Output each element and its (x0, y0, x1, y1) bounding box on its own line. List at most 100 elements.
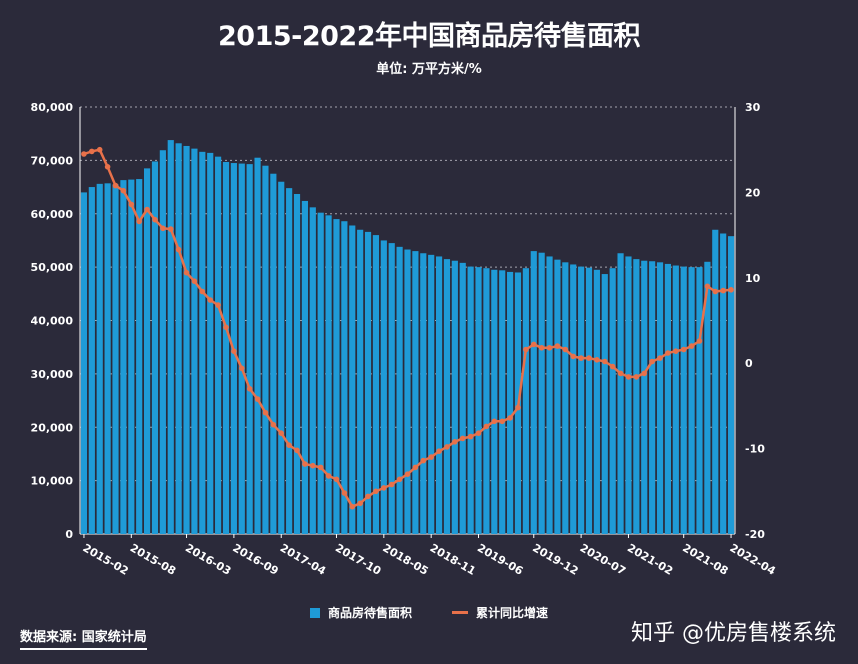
x-tick-label: 2022-04 (728, 541, 779, 578)
bar (183, 145, 190, 534)
bar (570, 264, 577, 534)
bar (499, 270, 506, 534)
bar (207, 152, 214, 534)
legend-bar-label: 商品房待售面积 (327, 606, 412, 620)
y-left-tick-label: 80,000 (31, 101, 74, 114)
line-point (491, 418, 498, 425)
bar (372, 235, 380, 534)
bar (475, 267, 482, 535)
line-point (499, 418, 506, 425)
legend-item-bar[interactable]: 商品房待售面积 (309, 604, 412, 621)
line-point (246, 386, 253, 392)
chart-subtitle: 单位: 万平方米/% (376, 62, 482, 77)
line-point (270, 421, 277, 428)
line-point (136, 218, 142, 225)
y-right-tick-label: 0 (745, 357, 753, 370)
line-point (207, 297, 213, 303)
bar (459, 262, 466, 534)
line-point (538, 345, 545, 351)
line-point (602, 358, 608, 365)
y-right-tick-label: 30 (745, 101, 761, 114)
bar (530, 251, 537, 535)
bar (633, 259, 640, 534)
bar (538, 252, 545, 534)
line-point (310, 462, 316, 469)
bar (96, 183, 103, 535)
line-point (144, 206, 150, 213)
bar (88, 187, 95, 534)
line-point (191, 278, 198, 285)
x-tick-label: 2017-04 (278, 541, 329, 578)
line-point (223, 324, 229, 331)
x-tick-label: 2020-07 (578, 541, 628, 578)
y-right-tick-label: 10 (745, 272, 761, 285)
bar (412, 251, 419, 535)
bar (254, 157, 261, 534)
bar (641, 260, 648, 534)
line-point (412, 464, 419, 471)
x-tick-label: 2016-09 (230, 541, 280, 578)
bar (278, 181, 285, 535)
line-point (160, 225, 166, 232)
y-left-tick-label: 10,000 (31, 475, 74, 488)
bar (246, 164, 253, 535)
line-point (89, 148, 95, 155)
x-tick-label: 2015-02 (80, 541, 130, 578)
line-point (286, 442, 292, 449)
x-tick-label: 2021-08 (680, 541, 730, 578)
bar (467, 266, 474, 534)
bar (420, 253, 427, 534)
line-point (657, 355, 663, 361)
line-point (96, 146, 103, 153)
line-point (199, 288, 206, 295)
bar (151, 161, 159, 534)
watermark: 知乎 @优房售楼系统 (631, 621, 836, 646)
line-point (349, 503, 356, 510)
bar (388, 243, 395, 535)
y-left-tick-label: 0 (65, 528, 73, 541)
x-tick-label: 2017-10 (333, 541, 384, 578)
y-left-tick-label: 70,000 (31, 154, 74, 167)
bar (159, 150, 166, 535)
line-point (357, 500, 364, 507)
line-point (680, 346, 687, 353)
line-point (302, 461, 308, 467)
bar (341, 221, 348, 534)
bar (396, 246, 403, 534)
bar (593, 269, 600, 534)
line-point (546, 345, 553, 351)
line-point (365, 493, 371, 500)
bar (443, 259, 451, 534)
line-point (531, 341, 537, 348)
legend-item-line[interactable]: 累计同比增速 (452, 604, 548, 621)
line-point (641, 370, 647, 377)
bar (364, 231, 372, 534)
y-right-tick-label: 20 (745, 186, 761, 199)
x-tick-label: 2016-03 (183, 541, 233, 578)
line-point (215, 302, 221, 308)
line-point (475, 430, 482, 437)
line-point (325, 473, 332, 479)
bar (262, 165, 269, 534)
bar (491, 269, 498, 534)
x-tick-label: 2018-11 (428, 541, 478, 578)
line-point (483, 423, 490, 430)
line-point (554, 343, 561, 349)
bar (483, 268, 490, 534)
bar (562, 262, 569, 534)
line-point (688, 343, 695, 349)
line-point (609, 363, 616, 370)
bar (688, 267, 695, 535)
chart-canvas: 0 10,000 20,000 30,000 40,000 50,000 60,000 70,… (31, 101, 779, 578)
bar (404, 249, 411, 534)
bar (309, 207, 316, 534)
line-point (183, 269, 190, 276)
legend-bar-swatch (309, 607, 320, 618)
bar (199, 151, 206, 534)
bar (104, 183, 111, 534)
bar (680, 266, 687, 534)
x-tick-label: 2015-08 (128, 541, 178, 578)
line-point (175, 246, 182, 253)
y-left-tick-label: 20,000 (31, 421, 74, 434)
line-point (120, 187, 127, 194)
